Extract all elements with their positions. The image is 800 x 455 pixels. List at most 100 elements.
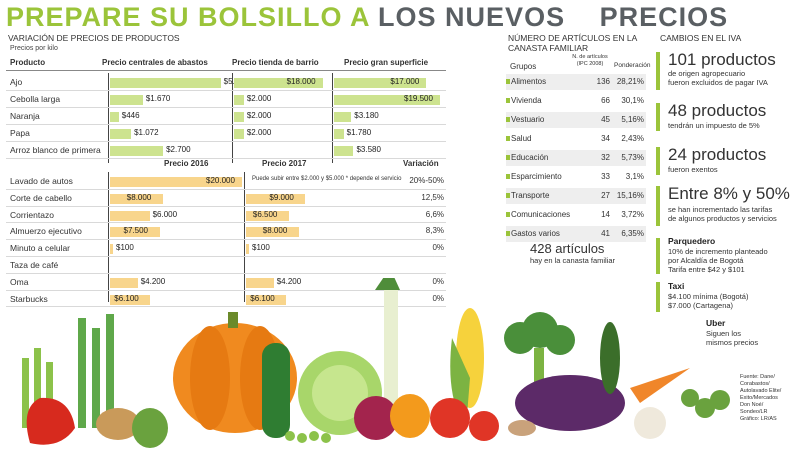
group-weight: 3,1%: [625, 172, 644, 181]
superficie-cell: $3.180: [334, 110, 440, 122]
col-divider-abastos: [108, 73, 109, 163]
iva-item-4-line-1: se han incrementado las tarifas: [668, 205, 773, 214]
variacion-value: 8,3%: [425, 226, 444, 236]
product-name: Naranja: [10, 111, 40, 121]
parquedero-line-3: Tarifa entre $42 y $101: [668, 265, 745, 274]
header-barrio: Precio tienda de barrio: [232, 58, 319, 67]
source-line: Don Noé/: [740, 402, 764, 408]
group-row: Comunicaciones 14 3,72%: [506, 205, 646, 225]
group-count: 27: [601, 191, 610, 200]
row-rule: [6, 205, 446, 207]
accent-bar: [656, 52, 660, 90]
row-marker: [506, 212, 510, 217]
group-count: 14: [601, 210, 610, 219]
header-grupos: Grupos: [510, 62, 537, 71]
group-row: Transporte 27 15,16%: [506, 186, 646, 206]
col-divider-superficie: [332, 73, 333, 163]
p2016-value: $20.000: [206, 176, 235, 185]
source-note: Fuente: Dane/Corabastos/Autolavado Elite…: [740, 374, 795, 423]
p2016-value: $6.000: [152, 209, 178, 219]
barrio-bar: [234, 129, 244, 139]
group-name: Gastos varios: [511, 229, 560, 238]
superficie-cell: $17.000: [334, 76, 440, 88]
barrio-cell: $2.000: [234, 110, 330, 122]
service-row: Corte de cabello $8.000 $9.000 12,5%: [6, 189, 446, 207]
p2016-value: $100: [116, 243, 134, 253]
row-rule: [6, 107, 446, 108]
parquedero-title: Parquedero: [668, 236, 716, 246]
superficie-cell: $19.500: [334, 93, 440, 105]
product-name: Papa: [10, 128, 30, 138]
row-bg: [506, 74, 646, 90]
barrio-bar: [234, 95, 244, 105]
row-marker: [506, 79, 510, 84]
iva-item-3-big: 24 productos: [668, 145, 767, 164]
group-weight: 15,16%: [616, 191, 644, 200]
abastos-bar: [110, 78, 221, 88]
product-name: Arroz blanco de primera: [10, 145, 101, 155]
row-bg: [506, 112, 646, 128]
uber-line-1: Siguen los: [706, 329, 742, 338]
abastos-value: $1.670: [145, 94, 171, 103]
accent-bar: [656, 186, 660, 226]
row-bg: [506, 226, 646, 242]
group-weight: 28,21%: [616, 77, 644, 86]
product-name: Ajo: [10, 77, 23, 87]
total-articles: 428 artículos: [530, 241, 605, 256]
barrio-cell: $2.000: [234, 127, 330, 139]
accent-bar: [656, 103, 660, 131]
variacion-value: 0%: [432, 243, 444, 253]
barrio-value: $2.000: [246, 128, 272, 137]
service-row: Starbucks $6.100 $6.100 0%: [6, 290, 446, 308]
group-count: 45: [601, 115, 610, 124]
group-count: 32: [601, 153, 610, 162]
p2017-cell: $9.000: [246, 192, 378, 204]
col-divider-2016: [108, 172, 109, 302]
p2017-bar: [246, 277, 274, 288]
accent-bar: [656, 238, 660, 274]
abastos-cell: $446: [110, 110, 228, 122]
header-2016: Precio 2016: [164, 159, 209, 168]
row-rule: [6, 141, 446, 142]
uber-title: Uber: [706, 318, 726, 328]
abastos-value: $1.072: [134, 128, 159, 137]
title-part-1: PREPARE SU BOLSILLO A: [6, 2, 370, 32]
barrio-cell: $2.000: [234, 93, 330, 105]
group-name: Comunicaciones: [511, 210, 571, 219]
accent-bar: [656, 147, 660, 175]
barrio-bar: [234, 78, 323, 88]
iva-item-2-line-1: tendrán un impuesto de 5%: [668, 121, 760, 130]
page-title: PREPARE SU BOLSILLO A LOS NUEVOS PRECIOS: [6, 2, 728, 32]
abastos-value: $446: [121, 111, 140, 120]
left-section-title: VARIACIÓN DE PRECIOS DE PRODUCTOS: [8, 33, 180, 43]
group-name: Esparcimiento: [511, 172, 562, 181]
abastos-cell: $1.670: [110, 93, 228, 105]
source-line: Gráfico: LR/AS: [740, 416, 777, 422]
row-rule: [6, 289, 446, 291]
service-name: Oma: [10, 276, 29, 287]
parquedero-line-2: por Alcaldía de Bogotá: [668, 256, 744, 265]
p2017-note: Puede subir entre $2.000 y $5.000 * depe…: [252, 176, 402, 182]
group-name: Educación: [511, 153, 549, 162]
row-rule: [6, 239, 446, 241]
iva-item-2-big: 48 productos: [668, 101, 767, 120]
taxi-title: Taxi: [668, 281, 685, 291]
header-rule: [6, 70, 446, 71]
header-2017: Precio 2017: [262, 159, 307, 168]
group-name: Alimentos: [511, 77, 547, 86]
row-marker: [506, 155, 510, 160]
iva-item-4-big: Entre 8% y 50%: [668, 184, 790, 203]
header-ponderacion: Ponderación: [614, 62, 651, 69]
total-articles-sub: hay en la canasta familiar: [530, 256, 616, 265]
service-name: Starbucks: [10, 293, 48, 304]
row-marker: [506, 136, 510, 141]
superficie-value: $17.000: [390, 77, 420, 86]
right-section-title: CAMBIOS EN EL IVA: [660, 33, 742, 43]
title-part-2: LOS NUEVOS: [378, 2, 566, 32]
group-row: Vestuario 45 5,16%: [506, 110, 646, 130]
abastos-cell: $2.700: [110, 144, 228, 156]
p2016-cell: $20.000: [110, 175, 242, 187]
accent-bar: [656, 282, 660, 312]
service-name: Corte de cabello: [10, 192, 72, 203]
parquedero-line-1: 10% de incremento planteado: [668, 247, 768, 256]
